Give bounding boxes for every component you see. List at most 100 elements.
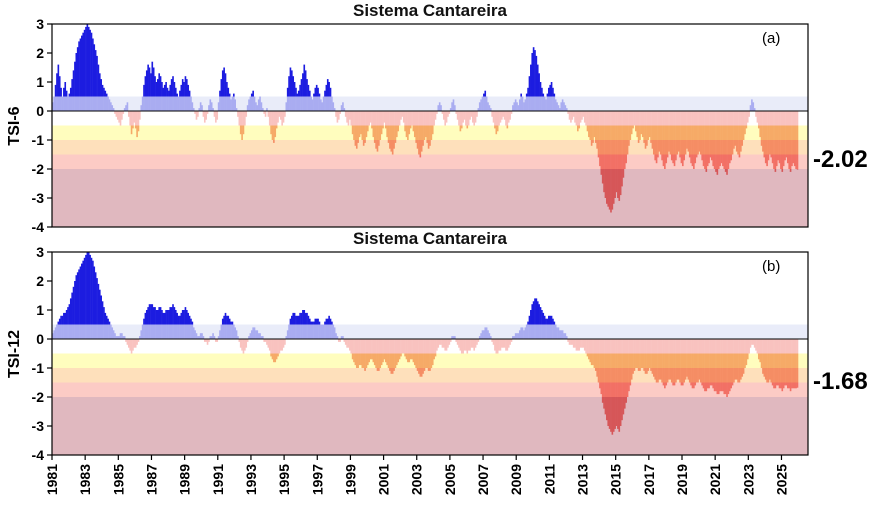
xtick-label: 1997 — [309, 464, 325, 495]
panel-a-bar — [181, 79, 184, 111]
xtick-label: 2021 — [707, 464, 723, 495]
panel-a-bar — [184, 76, 187, 111]
panel-a-bar — [58, 76, 61, 111]
panel-a-bar — [94, 50, 97, 111]
panel-b-bar — [173, 307, 176, 339]
panel-b-band — [52, 397, 808, 455]
panel-a-bar — [86, 24, 89, 111]
panel-a-bar — [79, 38, 82, 111]
panel-a-bar — [289, 67, 292, 111]
panel-b-bar — [150, 304, 152, 339]
xtick-label: 2023 — [740, 464, 756, 495]
panel-b-band — [52, 324, 808, 339]
xtick-label: 1993 — [243, 464, 259, 495]
panel-a-bar — [303, 64, 306, 111]
panel-a-end-value: -2.02 — [813, 146, 868, 173]
panel-a-bar — [148, 67, 151, 111]
xtick-label: 2025 — [773, 464, 789, 495]
panel-b-bar — [103, 307, 105, 339]
panel-a-frame — [51, 23, 809, 228]
panel-b-ytick-label: 0 — [36, 331, 44, 347]
panel-b-bar — [152, 307, 155, 339]
panel-b-bar — [172, 304, 174, 339]
panel-a-band — [52, 154, 808, 169]
panel-b-band — [52, 339, 808, 354]
panel-a-bar — [223, 67, 225, 111]
panel-b-ytick-label: -2 — [32, 389, 45, 405]
panel-a-bar — [93, 44, 96, 111]
panel-a-bar — [145, 70, 148, 111]
panel-a-bar — [72, 70, 75, 111]
panel-b-bar — [76, 272, 79, 339]
panel-a-bar — [172, 76, 174, 111]
panel-a-bar — [76, 47, 79, 111]
panel-a-bar — [144, 76, 147, 111]
panel-a-bar — [157, 79, 159, 111]
panel-b-bar — [78, 269, 80, 339]
panel-b-bar — [94, 272, 97, 339]
panel-a-ytick-label: 2 — [36, 45, 44, 61]
panel-b-band — [52, 353, 808, 368]
panel-b-bar — [158, 307, 161, 339]
panel-b-bar — [85, 254, 87, 339]
panel-b-bar — [81, 263, 83, 339]
panel-a-bar — [530, 64, 532, 111]
panel-a-ytick-label: 0 — [36, 103, 44, 119]
panel-a-bar — [535, 55, 538, 111]
panel-b-ylabel: TSI-12 — [6, 329, 23, 379]
panel-b-bar — [72, 286, 75, 339]
panel-b-frame — [51, 251, 809, 456]
panel-a-ytick-label: -2 — [32, 161, 45, 177]
panel-b-bar — [184, 307, 187, 339]
panel-a-bar — [159, 76, 162, 111]
panel-b-bar — [67, 307, 69, 339]
xtick-label: 1985 — [110, 464, 126, 495]
panel-b-bar — [535, 298, 538, 339]
panel-b-bar — [100, 295, 102, 339]
panel-b-bar — [539, 307, 542, 339]
panel-b-bar — [69, 298, 72, 339]
panel-a-band — [52, 169, 808, 227]
panel-a-bar — [300, 79, 303, 111]
panel-b-bar — [101, 301, 104, 339]
panel-a-bar — [326, 79, 329, 111]
panel-b-band — [52, 368, 808, 383]
panel-a-bar — [538, 73, 540, 111]
panel-a-bar — [96, 55, 98, 111]
panel-a-band — [52, 111, 808, 126]
panel-a-bar — [306, 79, 308, 111]
panel-a-bar — [87, 26, 90, 111]
xtick-label: 2015 — [608, 464, 624, 495]
panel-b-bar — [532, 301, 535, 339]
panel-a-bar — [536, 64, 539, 111]
panel-b-bar — [90, 257, 93, 339]
panel-a-bar — [82, 32, 85, 112]
panel-a-bar — [292, 76, 295, 111]
panel-a-bar — [90, 32, 93, 112]
panel-b-bar — [93, 266, 96, 339]
panel-b-bar — [151, 304, 154, 339]
panel-a-ylabel: TSI-6 — [6, 106, 23, 146]
panel-a-bar — [78, 41, 80, 111]
panel-a-bar — [151, 61, 154, 111]
panel-b-bar — [538, 304, 540, 339]
panel-a-bar — [170, 79, 173, 111]
panel-b-bar — [83, 257, 86, 339]
panel-a-bar — [75, 53, 78, 111]
panel-a-bar — [147, 64, 149, 111]
panel-a-band — [52, 96, 808, 111]
xtick-label: 1983 — [77, 464, 93, 495]
panel-b-bar — [75, 275, 78, 339]
panel-a-bar — [302, 73, 304, 111]
panel-a-bar — [186, 79, 188, 111]
panel-a-bar — [221, 70, 224, 111]
panel-b-bar — [74, 281, 76, 339]
panel-b-bar — [79, 266, 82, 339]
xtick-label: 1995 — [276, 464, 292, 495]
xtick-label: 1987 — [143, 464, 159, 495]
panel-b-ytick-label: 2 — [36, 273, 44, 289]
panel-b-bar — [87, 252, 90, 339]
panel-a-bar — [224, 73, 227, 111]
panel-b-bar — [96, 278, 98, 339]
panel-a-letter: (a) — [762, 30, 781, 47]
